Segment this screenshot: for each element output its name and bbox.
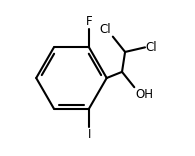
Text: Cl: Cl: [100, 23, 111, 36]
Text: F: F: [86, 15, 92, 28]
Text: Cl: Cl: [146, 41, 157, 54]
Text: I: I: [87, 128, 91, 141]
Text: OH: OH: [135, 88, 153, 101]
